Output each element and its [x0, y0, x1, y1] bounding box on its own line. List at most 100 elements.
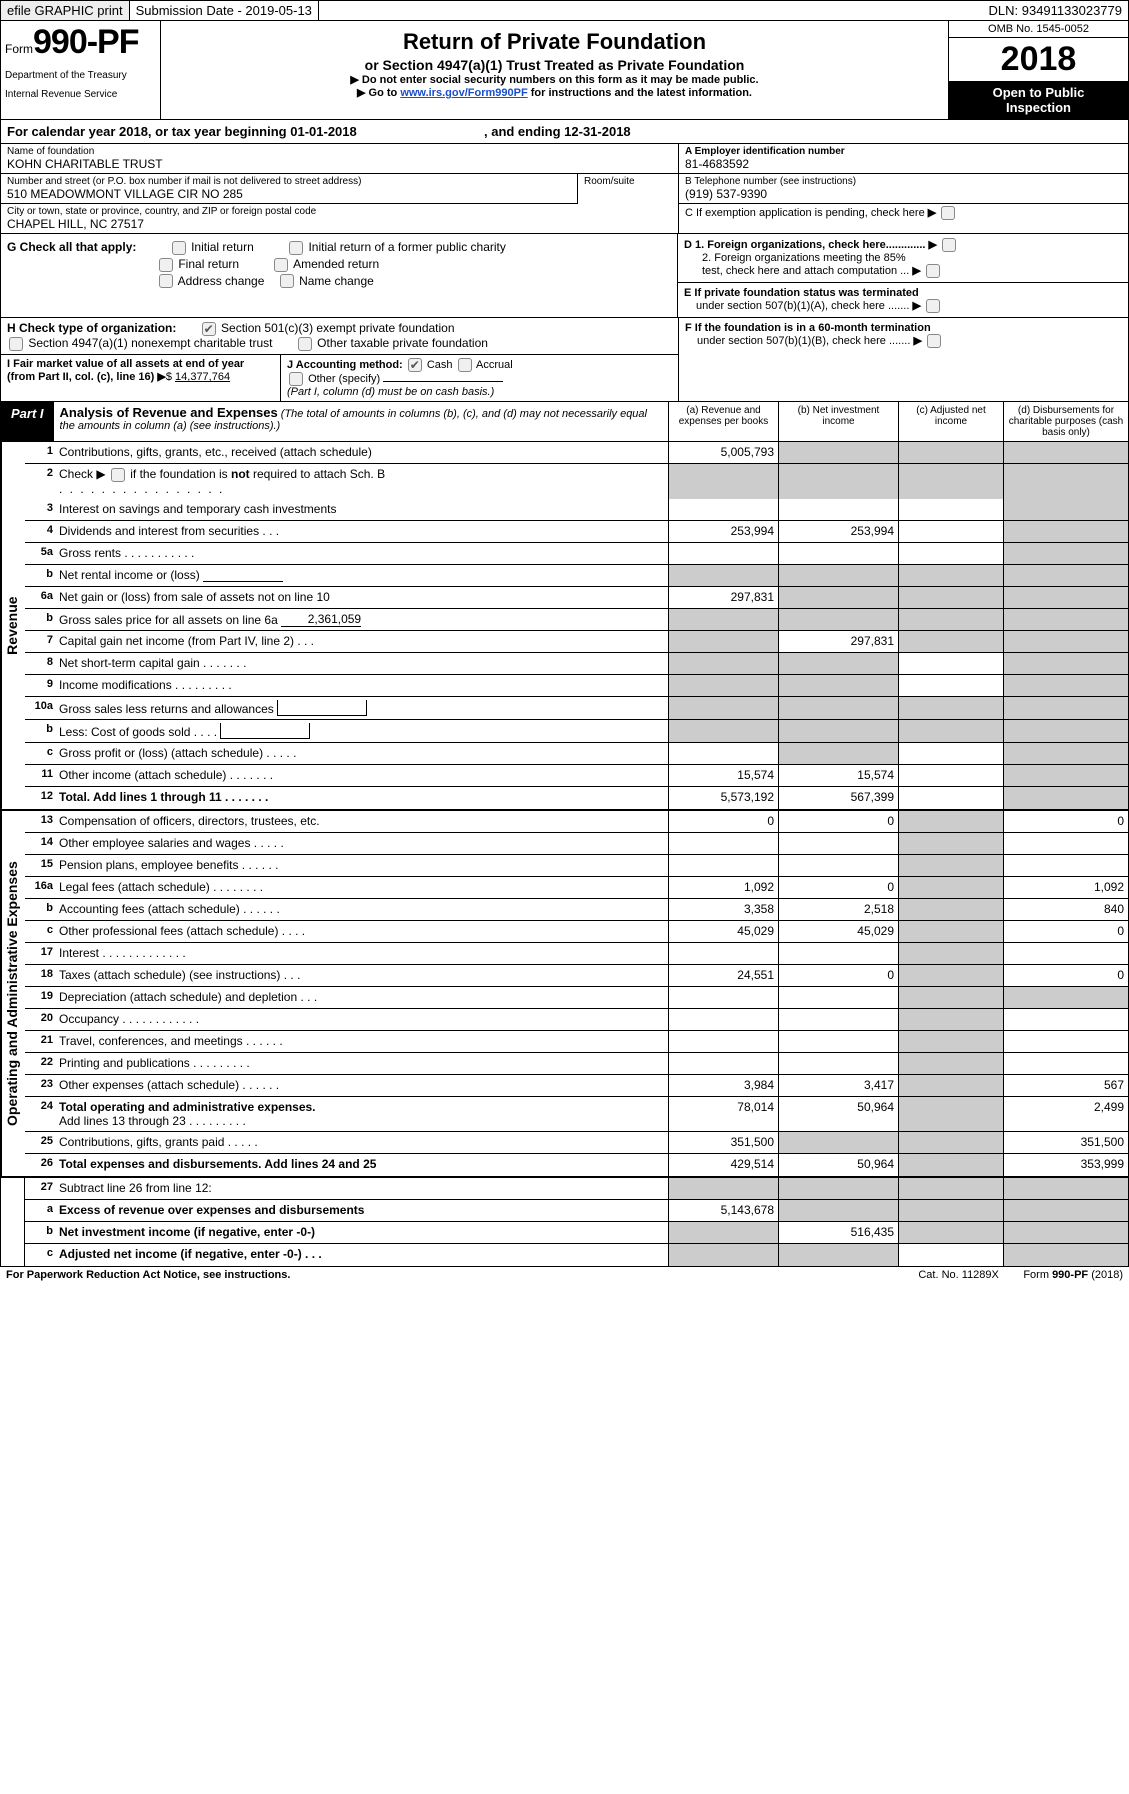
city-state-zip: CHAPEL HILL, NC 27517	[7, 217, 672, 231]
expenses-side-label: Operating and Administrative Expenses	[1, 811, 25, 1176]
exemption-pending-cell: C If exemption application is pending, c…	[679, 204, 1128, 222]
paperwork-notice: For Paperwork Reduction Act Notice, see …	[6, 1269, 290, 1281]
line-27a: aExcess of revenue over expenses and dis…	[25, 1200, 1128, 1222]
subtract-lines: 27Subtract line 26 from line 12: aExcess…	[25, 1178, 1128, 1266]
amended-return-checkbox[interactable]	[274, 258, 288, 272]
line-7: 7 Capital gain net income (from Part IV,…	[25, 631, 1128, 653]
info-left: Name of foundation KOHN CHARITABLE TRUST…	[1, 144, 678, 233]
header: Form990-PF Department of the Treasury In…	[1, 21, 1128, 120]
line-24: 24 Total operating and administrative ex…	[25, 1097, 1128, 1132]
section-f: F If the foundation is in a 60-month ter…	[678, 318, 1128, 401]
form-number: 990-PF	[33, 23, 139, 61]
initial-return-checkbox[interactable]	[172, 241, 186, 255]
g-check-row: G Check all that apply: Initial return I…	[7, 240, 671, 255]
telephone-cell: B Telephone number (see instructions) (9…	[679, 174, 1128, 204]
city-cell: City or town, state or province, country…	[1, 204, 678, 233]
final-return-checkbox[interactable]	[159, 258, 173, 272]
501c3-checkbox[interactable]	[202, 322, 216, 336]
foundation-name-cell: Name of foundation KOHN CHARITABLE TRUST	[1, 144, 678, 174]
header-center: Return of Private Foundation or Section …	[161, 21, 948, 119]
line-16a: 16aLegal fees (attach schedule) . . . . …	[25, 877, 1128, 899]
accrual-checkbox[interactable]	[458, 358, 472, 372]
ij-row: I Fair market value of all assets at end…	[1, 355, 678, 401]
line-8: 8 Net short-term capital gain . . . . . …	[25, 653, 1128, 675]
line-1: 1 Contributions, gifts, grants, etc., re…	[25, 442, 1128, 464]
foundation-name: KOHN CHARITABLE TRUST	[7, 157, 672, 171]
line-16c: cOther professional fees (attach schedul…	[25, 921, 1128, 943]
line-16b: bAccounting fees (attach schedule) . . .…	[25, 899, 1128, 921]
d1-checkbox[interactable]	[942, 238, 956, 252]
street-address: 510 MEADOWMONT VILLAGE CIR NO 285	[7, 187, 571, 201]
schb-checkbox[interactable]	[111, 468, 125, 482]
instruction-ssn: ▶ Do not enter social security numbers o…	[167, 73, 942, 86]
expenses-section: Operating and Administrative Expenses 13…	[1, 809, 1128, 1176]
exemption-checkbox[interactable]	[941, 206, 955, 220]
open-public-badge: Open to PublicInspection	[949, 81, 1128, 119]
line-11: 11 Other income (attach schedule) . . . …	[25, 765, 1128, 787]
tax-year: 2018	[949, 38, 1128, 81]
room-cell: Room/suite	[578, 174, 678, 204]
col-d-header: (d) Disbursements for charitable purpose…	[1003, 402, 1128, 441]
address-change-checkbox[interactable]	[159, 274, 173, 288]
efile-graphic-label[interactable]: efile GRAPHIC print	[1, 1, 130, 20]
col-b-header: (b) Net investment income	[778, 402, 898, 441]
section-h-i-j: H Check type of organization: Section 50…	[1, 317, 1128, 401]
line-9: 9 Income modifications . . . . . . . . .	[25, 675, 1128, 697]
part1-header: Part I Analysis of Revenue and Expenses …	[1, 401, 1128, 442]
line-10c: c Gross profit or (loss) (attach schedul…	[25, 743, 1128, 765]
end-date: 12-31-2018	[564, 124, 631, 139]
form-990pf-page: efile GRAPHIC print Submission Date - 20…	[0, 0, 1129, 1267]
line-19: 19Depreciation (attach schedule) and dep…	[25, 987, 1128, 1009]
line-27c: cAdjusted net income (if negative, enter…	[25, 1244, 1128, 1266]
e-checkbox[interactable]	[926, 299, 940, 313]
f-checkbox[interactable]	[927, 334, 941, 348]
form-subtitle: or Section 4947(a)(1) Trust Treated as P…	[167, 57, 942, 73]
ein-cell: A Employer identification number 81-4683…	[679, 144, 1128, 174]
dln-label: DLN: 93491133023779	[983, 1, 1129, 20]
info-grid: Name of foundation KOHN CHARITABLE TRUST…	[1, 144, 1128, 234]
cash-checkbox[interactable]	[408, 358, 422, 372]
link-prefix: ▶ Go to	[357, 87, 400, 99]
irs-link[interactable]: www.irs.gov/Form990PF	[400, 87, 527, 99]
revenue-lines: 1 Contributions, gifts, grants, etc., re…	[25, 442, 1128, 809]
line-27b: bNet investment income (if negative, ent…	[25, 1222, 1128, 1244]
form-footer-label: Form 990-PF (2018)	[1023, 1269, 1123, 1281]
line-6b: b Gross sales price for all assets on li…	[25, 609, 1128, 631]
blank-side	[1, 1178, 25, 1266]
header-right: OMB No. 1545-0052 2018 Open to PublicIns…	[948, 21, 1128, 119]
form-word: Form	[5, 42, 33, 56]
section-g-left: G Check all that apply: Initial return I…	[1, 234, 678, 317]
col-a-header: (a) Revenue and expenses per books	[668, 402, 778, 441]
info-right: A Employer identification number 81-4683…	[678, 144, 1128, 233]
initial-public-charity-checkbox[interactable]	[289, 241, 303, 255]
dept-treasury: Department of the Treasury	[5, 70, 156, 81]
d2-checkbox[interactable]	[926, 264, 940, 278]
line-14: 14Other employee salaries and wages . . …	[25, 833, 1128, 855]
page-footer: For Paperwork Reduction Act Notice, see …	[0, 1267, 1129, 1283]
line-12: 12 Total. Add lines 1 through 11 . . . .…	[25, 787, 1128, 809]
line-27: 27Subtract line 26 from line 12:	[25, 1178, 1128, 1200]
line-18: 18Taxes (attach schedule) (see instructi…	[25, 965, 1128, 987]
line-10a: 10a Gross sales less returns and allowan…	[25, 697, 1128, 720]
other-method-checkbox[interactable]	[289, 372, 303, 386]
instruction-link-line: ▶ Go to www.irs.gov/Form990PF for instru…	[167, 86, 942, 99]
line-21: 21Travel, conferences, and meetings . . …	[25, 1031, 1128, 1053]
section-g-through-f: G Check all that apply: Initial return I…	[1, 234, 1128, 317]
line-10b: b Less: Cost of goods sold . . . .	[25, 720, 1128, 743]
header-left: Form990-PF Department of the Treasury In…	[1, 21, 161, 119]
part1-description: Analysis of Revenue and Expenses (The to…	[54, 402, 668, 441]
line-20: 20Occupancy . . . . . . . . . . . .	[25, 1009, 1128, 1031]
revenue-side-label: Revenue	[1, 442, 25, 809]
name-change-checkbox[interactable]	[280, 274, 294, 288]
hij-left: H Check type of organization: Section 50…	[1, 318, 678, 401]
omb-number: OMB No. 1545-0052	[949, 21, 1128, 38]
4947a1-checkbox[interactable]	[9, 337, 23, 351]
line-15: 15Pension plans, employee benefits . . .…	[25, 855, 1128, 877]
col-c-header: (c) Adjusted net income	[898, 402, 1003, 441]
line-13: 13Compensation of officers, directors, t…	[25, 811, 1128, 833]
section-d-e-f: D 1. Foreign organizations, check here..…	[678, 234, 1128, 317]
other-taxable-checkbox[interactable]	[298, 337, 312, 351]
fair-market-value: 14,377,764	[175, 371, 230, 383]
calendar-year-row: For calendar year 2018, or tax year begi…	[1, 120, 1128, 144]
top-bar: efile GRAPHIC print Submission Date - 20…	[1, 1, 1128, 21]
